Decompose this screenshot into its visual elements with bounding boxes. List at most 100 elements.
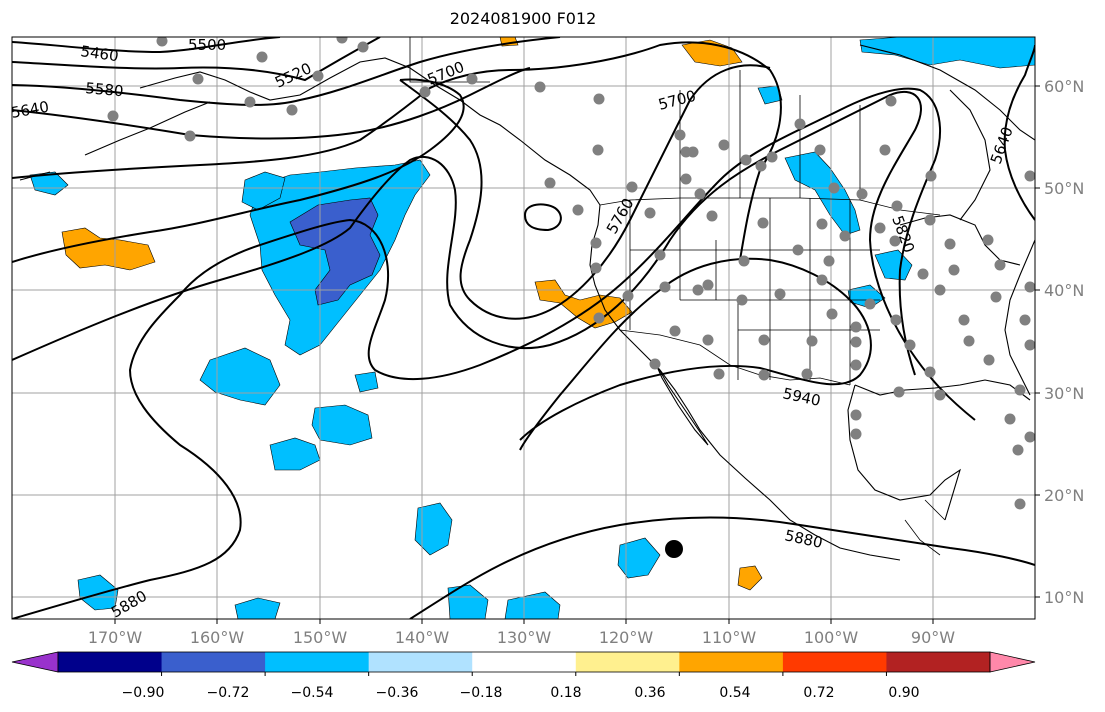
station-dot: [850, 428, 862, 440]
colorbar-swatch: [575, 652, 680, 672]
station-dot: [674, 129, 686, 141]
anomaly-region-south-1: [414, 502, 453, 556]
contour-5640-east: [1003, 44, 1035, 221]
colorbar-swatch: [472, 652, 577, 672]
station-dot: [948, 264, 960, 276]
lat-label: 30°N: [1044, 384, 1084, 403]
station-dot: [850, 359, 862, 371]
map-area: 5460 5500 5520 5580 5640 5700 5700 5760 …: [12, 37, 1035, 619]
station-dot: [958, 314, 970, 326]
station-dot: [823, 255, 835, 267]
anomaly-region-plains-1: [784, 151, 861, 236]
station-dot: [244, 96, 256, 108]
station-dot: [312, 70, 324, 82]
station-dot: [885, 95, 897, 107]
station-dot: [590, 237, 602, 249]
contour-closed-low: [523, 203, 562, 232]
station-dot: [774, 288, 786, 300]
station-dot: [864, 298, 876, 310]
station-dots: [107, 37, 1035, 510]
station-dot: [357, 41, 369, 53]
lon-label: 90°W: [911, 628, 955, 647]
anomaly-region-canada-east: [859, 37, 1035, 69]
station-dot: [925, 170, 937, 182]
lon-label: 160°W: [190, 628, 245, 647]
colorbar-tick-label: −0.72: [207, 685, 250, 701]
map-title: 2024081900 F012: [449, 9, 597, 28]
station-dot: [184, 130, 196, 142]
station-dot: [738, 255, 750, 267]
colorbar-outline: [57, 651, 991, 673]
anomaly-region-mid-pacific-4: [354, 371, 379, 393]
anomaly-region-south-6: [234, 597, 281, 619]
station-dot: [107, 110, 119, 122]
station-dot: [466, 73, 478, 85]
station-dot: [792, 244, 804, 256]
alaska-canada-border: [409, 37, 490, 83]
station-dot: [755, 160, 767, 172]
station-dot: [1024, 431, 1035, 443]
contour-label: 5580: [85, 79, 125, 100]
longitude-labels: 170°W 160°W 150°W 140°W 130°W 120°W 110°…: [88, 619, 955, 647]
gridlines: [12, 37, 1035, 619]
contour-5640-west: [12, 67, 531, 140]
station-dot: [828, 182, 840, 194]
station-dot: [982, 234, 994, 246]
height-contours: [12, 37, 1035, 619]
station-dot: [687, 146, 699, 158]
colorbar-tick-label: 0.36: [634, 685, 665, 701]
station-dot: [924, 214, 936, 226]
station-dot: [801, 368, 813, 380]
station-dot: [890, 314, 902, 326]
station-dot: [990, 291, 1002, 303]
station-dot: [963, 335, 975, 347]
station-dot: [544, 177, 556, 189]
colorbar-tick-label: 0.54: [719, 685, 750, 701]
lat-label: 10°N: [1044, 588, 1084, 607]
contour-5880: [12, 87, 941, 619]
station-dot: [917, 268, 929, 280]
colorbar-swatch: [679, 652, 784, 672]
station-dot: [826, 308, 838, 320]
lon-label: 170°W: [88, 628, 143, 647]
station-dot: [286, 104, 298, 116]
colorbar-swatch: [782, 652, 887, 672]
anomaly-region-hudson: [757, 85, 783, 105]
shaded-anomaly-fields: [29, 37, 1035, 619]
station-dot: [758, 369, 770, 381]
highlighted-location-marker: [665, 540, 683, 558]
anomaly-core-north-pacific: [289, 197, 381, 306]
station-dot: [879, 144, 891, 156]
lon-label: 140°W: [395, 628, 450, 647]
station-dot: [794, 118, 806, 130]
station-dot: [1024, 170, 1035, 182]
station-dot: [766, 151, 778, 163]
station-dot: [889, 235, 901, 247]
colorbar-extend-high: [989, 651, 1036, 673]
station-dot: [669, 325, 681, 337]
contour-5520: [12, 37, 381, 82]
station-dot: [816, 274, 828, 286]
station-dot: [590, 262, 602, 274]
colorbar-tick-labels: −0.90 −0.72 −0.54 −0.36 −0.18 0.18 0.36 …: [122, 685, 920, 701]
canada-province-lines: [679, 70, 861, 200]
contour-5820: [12, 90, 976, 421]
station-dot: [736, 294, 748, 306]
colorbar-swatch: [161, 652, 266, 672]
station-dot: [713, 368, 725, 380]
colorbar-extend-low: [11, 651, 59, 673]
station-dot: [806, 335, 818, 347]
station-dot: [934, 284, 946, 296]
colorbar-tick-label: −0.18: [460, 685, 503, 701]
station-dot: [192, 73, 204, 85]
contour-5940: [519, 257, 872, 451]
lat-label: 20°N: [1044, 486, 1084, 505]
station-dot: [839, 230, 851, 242]
contour-5760: [12, 64, 771, 320]
station-dot: [816, 218, 828, 230]
station-dot: [850, 336, 862, 348]
station-dot: [534, 81, 546, 93]
station-dot: [904, 339, 916, 351]
station-dot: [944, 238, 956, 250]
